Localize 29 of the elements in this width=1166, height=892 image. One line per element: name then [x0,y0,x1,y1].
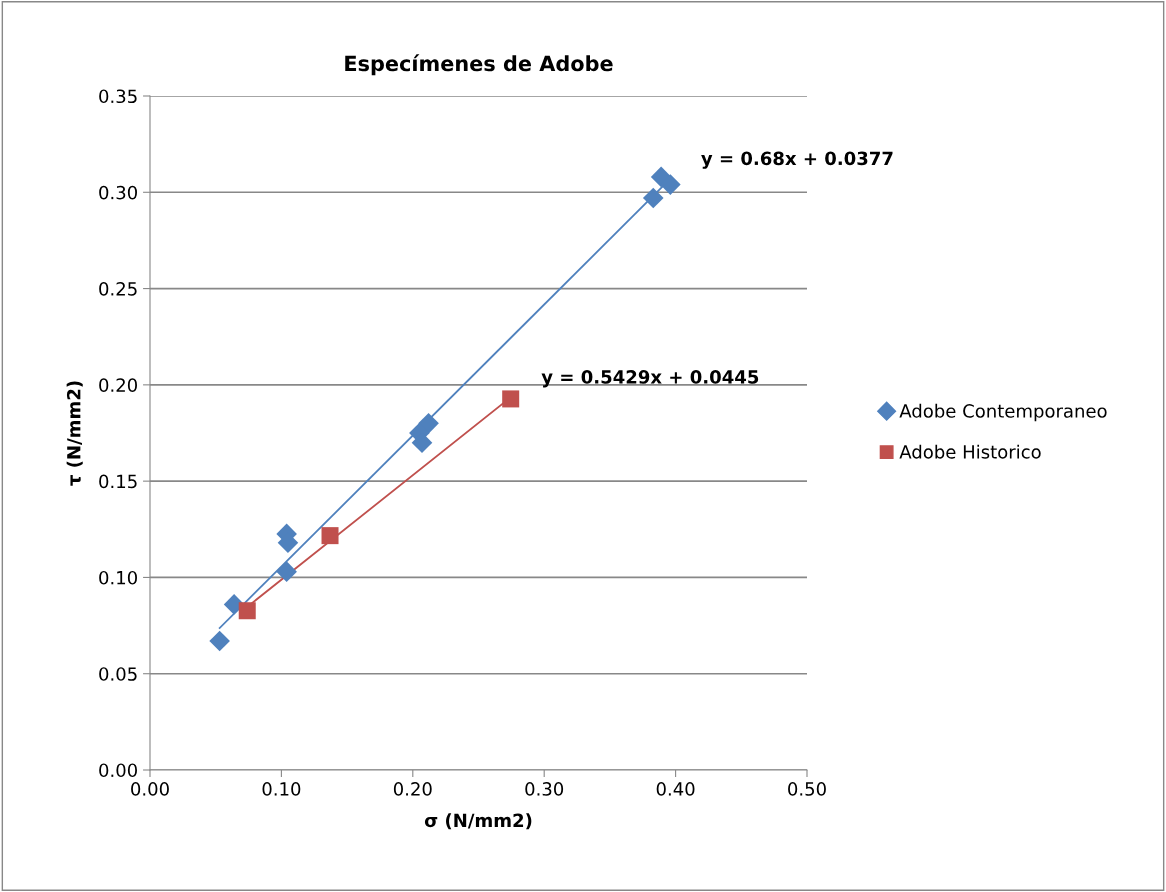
point [642,187,664,209]
y-tick-label: 0.25 [99,282,137,296]
y-tick-label: 0.20 [99,378,137,392]
y-tick-label: 0.30 [99,185,137,200]
point [276,561,297,582]
annotation: y = 0.68x + 0.0377 [701,151,893,169]
y-tick-label: 0.05 [99,667,137,681]
y-axis-title: τ (N/mm2) [66,381,83,486]
legend-label: Adobe Contemporaneo [899,403,1107,422]
point [502,390,520,408]
y-tick-label: 0.35 [99,89,137,104]
point [209,630,230,652]
chart-title: Especímenes de Adobe [345,54,613,76]
x-tick-label: 0.10 [262,782,301,796]
x-tick-label: 0.00 [131,782,169,796]
point [321,527,339,545]
point [238,602,256,620]
y-tick-label: 0.10 [99,570,137,585]
annotation: y = 0.5429x + 0.0445 [541,370,759,388]
y-tick-label: 0.15 [99,474,137,489]
x-tick-label: 0.20 [393,782,432,796]
x-tick-label: 0.30 [525,782,564,796]
y-tick-label: 0.00 [99,763,137,778]
legend-label: Adobe Historico [899,444,1041,459]
point [418,413,439,434]
x-axis-title: σ (N/mm2) [424,813,532,830]
point [660,174,681,195]
x-tick-label: 0.50 [788,782,826,796]
x-tick-label: 0.40 [656,782,695,796]
